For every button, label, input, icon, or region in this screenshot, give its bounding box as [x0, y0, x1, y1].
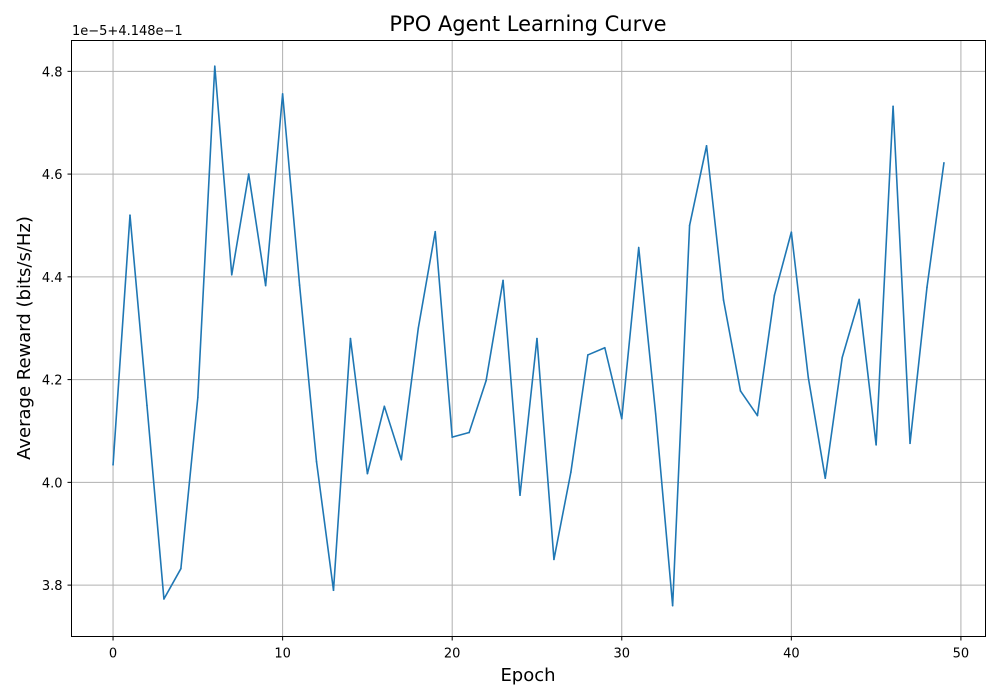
data-point	[722, 299, 725, 301]
data-point	[824, 477, 827, 480]
x-tick-label: 0	[109, 647, 117, 662]
data-point	[773, 294, 776, 297]
x-tick-label: 50	[953, 647, 970, 662]
data-point	[502, 279, 504, 282]
data-point	[604, 346, 606, 349]
data-point	[247, 173, 250, 175]
x-axis-label: Epoch	[500, 665, 555, 686]
x-tick-label: 30	[613, 647, 630, 662]
data-points	[112, 65, 945, 607]
data-point	[688, 224, 691, 227]
axis-ticks: 0 10 20 30 40 50 3.8 4.0 4.2 4.4 4.6 4.8	[42, 65, 969, 661]
data-point	[943, 161, 945, 164]
data-point	[230, 273, 233, 276]
data-point	[163, 598, 165, 600]
data-point	[264, 284, 267, 287]
chart-title: PPO Agent Learning Curve	[389, 12, 666, 36]
data-point	[366, 472, 369, 475]
data-point	[858, 298, 860, 301]
data-point	[671, 604, 674, 607]
data-point	[790, 231, 793, 233]
data-point	[213, 65, 216, 67]
y-tick-label: 4.6	[42, 168, 63, 183]
data-point	[654, 413, 657, 415]
data-point	[926, 286, 928, 288]
data-point	[739, 390, 742, 392]
data-point	[298, 284, 301, 286]
series-layer	[112, 65, 945, 607]
data-point	[434, 230, 437, 233]
data-point	[875, 444, 877, 446]
plot-frame	[71, 40, 986, 637]
data-point	[519, 494, 521, 497]
data-point	[705, 145, 708, 147]
data-point	[315, 461, 318, 463]
y-axis-label: Average Reward (bits/s/Hz)	[14, 216, 35, 460]
data-point	[553, 558, 555, 561]
x-tick-label: 20	[444, 647, 461, 662]
series-line	[112, 65, 945, 607]
data-point	[620, 417, 623, 420]
data-point	[587, 354, 589, 356]
x-tick-label: 10	[274, 647, 291, 662]
y-tick-label: 4.4	[42, 271, 63, 286]
y-offset-text: 1e−5+4.148e−1	[72, 24, 183, 39]
data-point	[112, 464, 114, 466]
y-tick-label: 4.0	[42, 476, 63, 491]
data-point	[197, 396, 199, 399]
data-point	[536, 337, 538, 340]
data-point	[841, 356, 844, 359]
data-point	[383, 405, 386, 408]
data-point	[417, 327, 420, 330]
data-point	[756, 414, 759, 417]
data-point	[807, 376, 810, 379]
y-tick-label: 4.2	[42, 374, 63, 389]
data-point	[468, 431, 470, 434]
data-point	[451, 436, 453, 438]
data-point	[400, 458, 403, 461]
data-point	[129, 214, 131, 216]
data-point	[909, 442, 911, 445]
y-tick-label: 4.8	[42, 65, 63, 80]
y-tick-label: 3.8	[42, 579, 63, 594]
x-tick-label: 40	[783, 647, 800, 662]
data-point	[570, 471, 572, 473]
data-point	[637, 246, 640, 249]
data-point	[892, 105, 894, 108]
data-point	[146, 404, 148, 407]
data-point	[485, 379, 487, 382]
data-point	[180, 567, 182, 570]
data-point	[332, 589, 335, 592]
data-point	[281, 93, 284, 95]
data-point	[349, 337, 352, 340]
